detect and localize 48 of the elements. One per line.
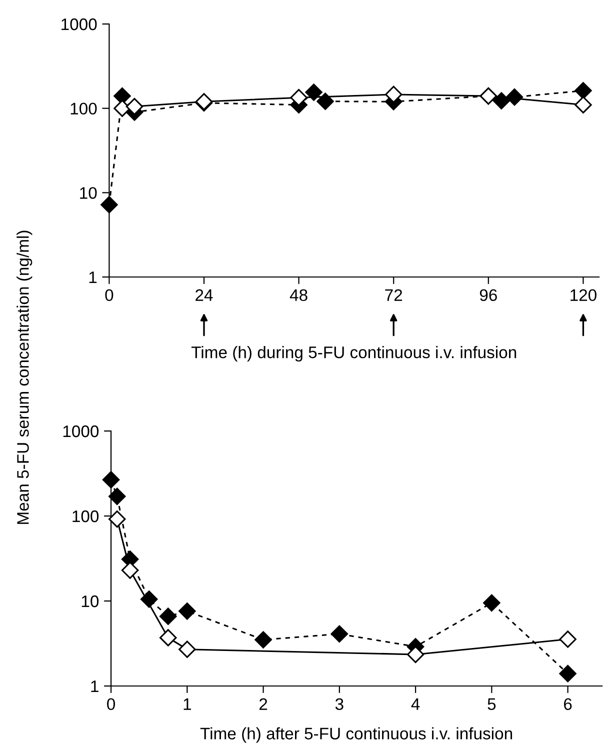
point — [406, 646, 424, 664]
x-tick-label: 4 — [411, 698, 420, 710]
point — [574, 96, 592, 114]
point — [254, 631, 272, 648]
x-tick-label: 1 — [184, 698, 191, 710]
x-tick-label: 48 — [290, 289, 308, 302]
point — [492, 92, 510, 110]
y-tick-label: 1 — [91, 680, 98, 692]
x-tick-label: 5 — [488, 698, 496, 710]
y-tick-label: 10 — [82, 595, 99, 608]
y-tick-label: 1000 — [62, 18, 97, 30]
point — [160, 608, 177, 625]
y-tick-label: 1 — [89, 272, 97, 284]
x-tick-label: 0 — [105, 289, 114, 302]
point — [559, 630, 576, 648]
point — [121, 562, 139, 579]
x-axis-title: Time (h) during 5-FU continuous i.v. infusion — [191, 346, 516, 362]
x-tick-label: 2 — [259, 698, 268, 710]
point — [126, 98, 144, 116]
point — [178, 640, 196, 658]
x-axis-title: Time (h) after 5-FU continuous i.v. infusion — [200, 727, 512, 743]
point — [559, 664, 576, 682]
x-tick-label: 96 — [480, 289, 497, 302]
x-tick-label: 6 — [564, 698, 572, 710]
x-tick-label: 3 — [335, 698, 344, 710]
point — [483, 594, 500, 612]
x-tick-label: 0 — [107, 698, 116, 710]
x-tick-label: 24 — [196, 289, 213, 301]
point — [140, 590, 158, 608]
point — [384, 86, 402, 104]
y-tick-label: 100 — [70, 102, 97, 115]
point — [316, 92, 334, 110]
point — [330, 625, 348, 643]
x-tick-label: 120 — [570, 289, 596, 302]
point — [305, 84, 322, 101]
point — [574, 82, 592, 100]
point — [290, 88, 308, 106]
y-axis-title: Mean 5-FU serum concentration (ng/ml) — [16, 230, 32, 524]
y-tick-label: 100 — [72, 510, 99, 522]
x-tick-label: 72 — [385, 289, 402, 301]
point — [108, 510, 126, 528]
y-tick-label: 1000 — [63, 425, 99, 438]
y-tick-label: 10 — [80, 187, 97, 199]
point — [102, 471, 120, 488]
point — [108, 488, 126, 506]
point — [160, 629, 177, 646]
point — [100, 196, 118, 214]
point — [178, 602, 196, 620]
